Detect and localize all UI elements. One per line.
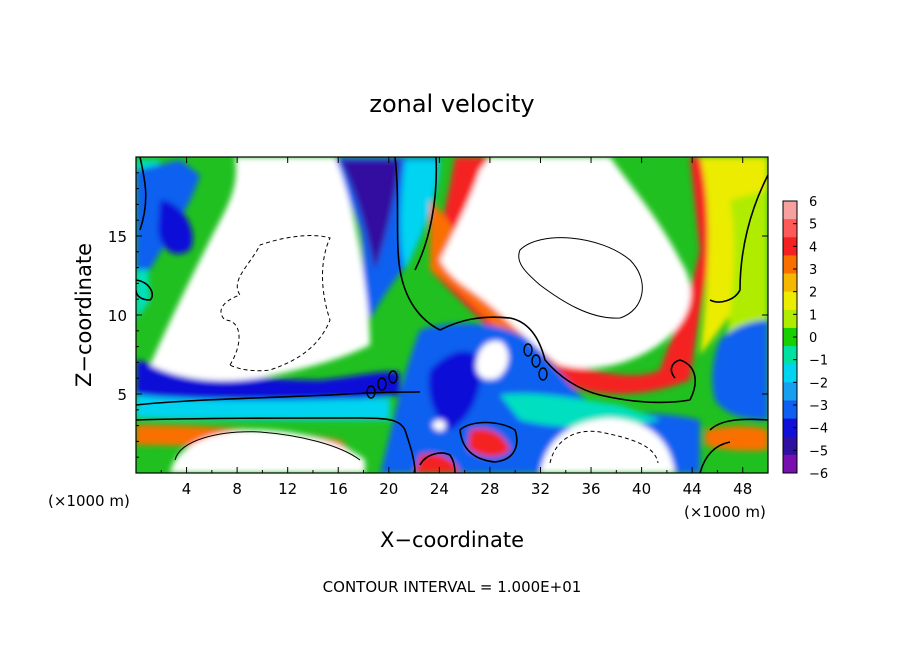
- contour-line: [394, 157, 691, 404]
- colorbar-label: −3: [809, 399, 828, 414]
- field-region-deep-blue-lower-middle: [428, 351, 481, 430]
- contour-interval-note: CONTOUR INTERVAL = 1.000E+01: [323, 578, 582, 596]
- x-tick-label: 44: [683, 480, 702, 498]
- field-region-blue-band-left: [136, 360, 400, 405]
- x-axis-label: X−coordinate: [380, 528, 524, 552]
- x-unit-right: (×1000 m): [684, 503, 766, 521]
- colorbar-label: 2: [809, 286, 817, 301]
- y-axis: 5 10 15: [108, 156, 768, 474]
- contour-line: [139, 157, 147, 231]
- colorbar-swatch: [783, 291, 797, 311]
- x-tick-label: 24: [430, 480, 449, 498]
- colorbar-label: 5: [809, 218, 817, 233]
- contour-line: [174, 431, 361, 461]
- contour-line: [388, 370, 398, 384]
- contour-line: [531, 354, 541, 368]
- x-tick-label: 16: [329, 480, 348, 498]
- field-region-white-small: [432, 419, 446, 432]
- colorbar-label: −2: [809, 376, 828, 391]
- y-tick-label: 10: [108, 307, 127, 325]
- colorbar-swatch: [783, 237, 797, 256]
- contour-line: [709, 418, 768, 431]
- contour-line: [136, 417, 416, 473]
- contour-line-dashed: [549, 430, 659, 464]
- field-region-orange-right-bottom: [705, 426, 768, 451]
- field-region-deep-blue-left: [158, 200, 193, 254]
- x-tick-label: 40: [632, 480, 651, 498]
- field-region-blue-right-bottom: [712, 320, 768, 420]
- colorbar-label: −1: [809, 354, 828, 369]
- colorbar-swatch: [783, 454, 797, 474]
- field-region-purple-column: [340, 160, 400, 270]
- field-region-cyan-column: [400, 160, 440, 270]
- x-unit-left: (×1000 m): [48, 492, 130, 510]
- x-tick-label: 48: [733, 480, 752, 498]
- colorbar-swatch: [783, 201, 797, 220]
- colorbar-label: −5: [809, 444, 828, 459]
- colorbar-swatch: [783, 400, 797, 420]
- contour-line: [709, 174, 768, 303]
- x-tick-label: 32: [531, 480, 550, 498]
- colorbar-swatch: [783, 309, 797, 329]
- contour-line: [459, 421, 518, 463]
- contour-lines: [136, 157, 768, 473]
- field-region-white-lower-left: [170, 429, 365, 473]
- velocity-field: [136, 157, 768, 473]
- field-region-white-center-blob: [476, 340, 509, 380]
- colorbar-label: −4: [809, 422, 828, 437]
- contour-line: [414, 157, 438, 271]
- colorbar-swatch: [783, 364, 797, 383]
- contour-line: [523, 343, 533, 357]
- contour-line: [670, 359, 696, 401]
- colorbar: 6 5 4 3 2 1 0 −1 −2 −3 −4 −5 −6: [782, 195, 828, 482]
- contour-line: [518, 237, 643, 319]
- colorbar-swatch: [783, 255, 797, 275]
- chart-title: zonal velocity: [369, 90, 534, 118]
- colorbar-swatch: [783, 327, 797, 347]
- field-region-white-upper-right: [440, 157, 691, 369]
- colorbar-swatch: [783, 219, 797, 238]
- y-axis-label: Z−coordinate: [72, 243, 96, 387]
- y-tick-label: 5: [117, 386, 127, 404]
- x-tick-label: 28: [480, 480, 499, 498]
- contour-line: [136, 279, 154, 301]
- plot-area: [136, 157, 768, 473]
- x-axis: 4 8 12 16 20 24 28 32 36 40 44 48: [135, 157, 769, 498]
- contour-line: [419, 452, 456, 473]
- colorbar-label: −6: [809, 467, 828, 482]
- field-region-white-lower-middle: [540, 418, 675, 473]
- colorbar-label: 4: [809, 240, 817, 255]
- field-region-red-lower-middle: [468, 428, 510, 457]
- colorbar-label: 6: [809, 195, 817, 210]
- colorbar-label: 3: [809, 263, 817, 278]
- colorbar-swatch: [783, 436, 797, 456]
- colorbar-swatch: [783, 273, 797, 293]
- contour-line: [538, 367, 548, 381]
- contour-line: [377, 377, 387, 391]
- x-tick-label: 8: [232, 480, 242, 498]
- x-tick-label: 20: [379, 480, 398, 498]
- x-tick-label: 12: [278, 480, 297, 498]
- colorbar-label: 1: [809, 308, 817, 323]
- contour-line-dashed: [220, 235, 331, 372]
- colorbar-swatch: [783, 346, 797, 365]
- colorbar-swatch: [783, 418, 797, 438]
- colorbar-swatch: [783, 382, 797, 401]
- field-region-white-upper-left: [150, 157, 370, 381]
- contour-line: [136, 391, 421, 406]
- contour-line: [366, 385, 376, 399]
- x-tick-label: 36: [581, 480, 600, 498]
- y-tick-label: 15: [108, 228, 127, 246]
- x-tick-label: 4: [182, 480, 192, 498]
- colorbar-label: 0: [809, 331, 817, 346]
- contour-line: [699, 441, 731, 473]
